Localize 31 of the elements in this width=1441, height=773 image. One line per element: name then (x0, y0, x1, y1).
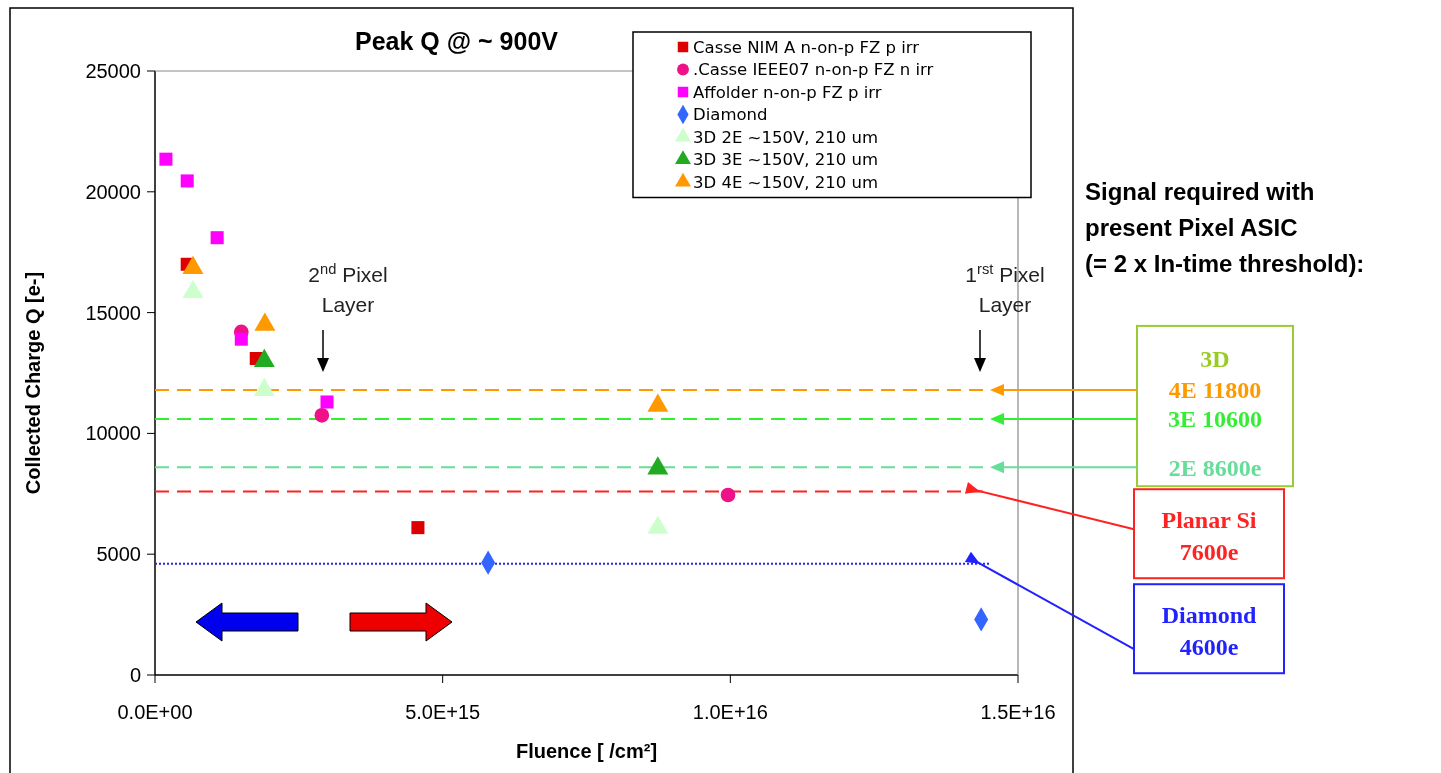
y-tick-label: 10000 (85, 422, 141, 445)
y-tick-label: 0 (129, 664, 141, 686)
y-tick-label: 20000 (85, 180, 141, 203)
ref-line-label: Diamond 4600e (1161, 601, 1257, 660)
ref-line-label: Planar Si 7600e (1161, 506, 1257, 565)
text: 3D (1200, 346, 1230, 373)
ref-line-label: 3E 10600 (1167, 406, 1263, 433)
text: present Pixel ASIC (1085, 214, 1298, 241)
text: (= 2 x In-time threshold): (1085, 250, 1365, 277)
annotation: 1$^{rst}$ Pixel Layer (965, 261, 1045, 316)
legend-label: Casse NIM A n-on-p FZ p irr (693, 37, 920, 57)
x-tick-label: 1.5E+16 (980, 701, 1056, 723)
legend-label: Affolder n-on-p FZ p irr (693, 82, 882, 102)
text: Signal required with (1085, 178, 1315, 205)
y-axis-title: Collected Charge Q [e-] (22, 271, 44, 495)
legend-label: .Casse IEEE07 n-on-p FZ n irr (693, 60, 934, 80)
x-axis-title: Fluence [ /cm²] (515, 740, 658, 762)
legend-label: 3D 2E ~150V, 210 um (693, 127, 878, 147)
y-tick-label: 25000 (85, 60, 141, 82)
legend-label: 3D 3E ~150V, 210 um (693, 150, 878, 170)
y-tick-label: 15000 (85, 301, 141, 324)
ref-line-label: 2E 8600e (1168, 454, 1262, 481)
y-tick-label: 5000 (96, 543, 141, 566)
x-tick-label: 1.0E+16 (692, 701, 768, 723)
ref-line-label: 4E 11800 (1168, 377, 1262, 404)
chart-title: Peak Q @ ~ 900V (355, 27, 559, 55)
x-tick-label: 5.0E+15 (405, 701, 481, 723)
legend-label: 3D 4E ~150V, 210 um (693, 172, 878, 192)
x-tick-label: 0.0E+00 (117, 701, 193, 723)
annotation: 2$^{nd}$ Pixel Layer (308, 261, 388, 316)
legend-label: Diamond (693, 105, 768, 125)
